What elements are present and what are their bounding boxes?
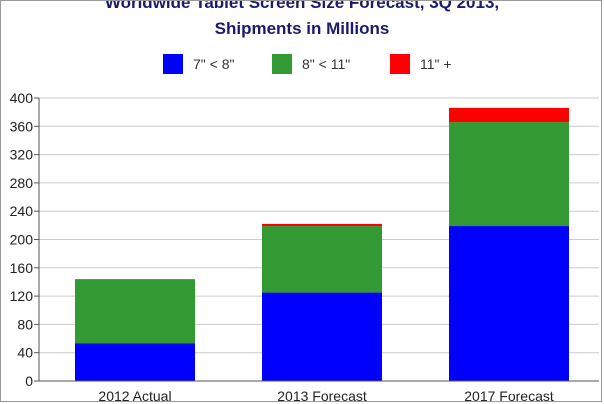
bar-segment-3-1 <box>449 226 569 381</box>
axes <box>38 98 599 382</box>
y-tick-label-200: 200 <box>10 232 34 248</box>
legend-swatch-3 <box>390 54 410 74</box>
x-axis-categories: 2012 Actual 2013 Forecast 2017 Forecast <box>98 388 554 402</box>
bar-segment-2-3 <box>262 223 382 227</box>
y-tick-label-120: 120 <box>10 288 34 304</box>
legend-swatch-1 <box>163 54 183 74</box>
bar-segment-2-1 <box>262 292 382 381</box>
y-tick-label-400: 400 <box>10 90 34 106</box>
x-category-label-3: 2017 Forecast <box>464 388 554 402</box>
legend-label-2: 8" < 11" <box>302 56 350 72</box>
y-tick-label-280: 280 <box>10 175 34 191</box>
y-axis-ticks: 0 40 80 120 160 200 240 280 320 360 400 <box>10 90 39 389</box>
y-tick-label-320: 320 <box>10 147 34 163</box>
bar-segment-1-2 <box>75 279 195 344</box>
bar-segment-1-1 <box>75 343 195 381</box>
chart-title: Worldwide Tablet Screen Size Forecast, 3… <box>105 1 499 38</box>
x-category-label-2: 2013 Forecast <box>277 388 367 402</box>
legend: 7" < 8" 8" < 11" 11" + <box>163 54 452 74</box>
y-tick-label-0: 0 <box>25 373 33 389</box>
bar-segment-3-2 <box>449 122 569 227</box>
y-tick-label-160: 160 <box>10 260 34 276</box>
bars <box>75 107 569 381</box>
bar-segment-3-3 <box>449 107 569 123</box>
legend-swatch-2 <box>272 54 292 74</box>
y-tick-label-80: 80 <box>17 316 33 332</box>
watermark: LaNoticias.com <box>507 382 596 397</box>
y-tick-label-240: 240 <box>10 203 34 219</box>
chart-title-line-2: Shipments in Millions <box>215 19 390 38</box>
y-tick-label-360: 360 <box>10 118 34 134</box>
legend-label-1: 7" < 8" <box>193 56 234 72</box>
x-category-label-1: 2012 Actual <box>98 388 171 402</box>
bar-segment-2-2 <box>262 226 382 293</box>
chart-title-line-1: Worldwide Tablet Screen Size Forecast, 3… <box>105 1 499 12</box>
legend-label-3: 11" + <box>420 56 452 72</box>
y-tick-label-40: 40 <box>17 345 33 361</box>
